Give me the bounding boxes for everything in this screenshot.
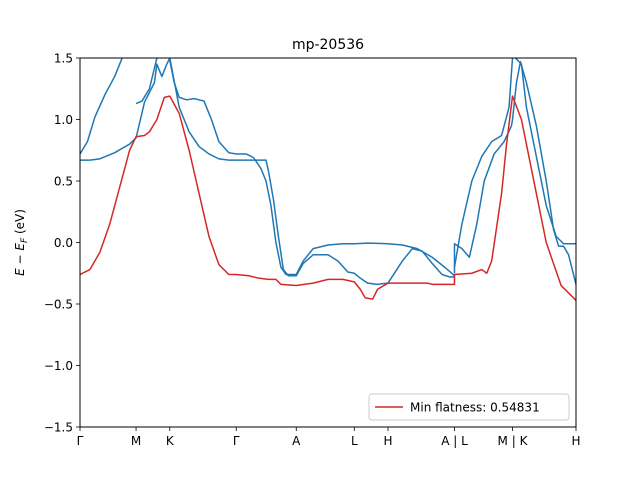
x-tick-label: K <box>166 434 175 448</box>
y-axis-label: E − EF (eV) <box>13 209 30 276</box>
y-tick-label: 1.0 <box>54 113 73 127</box>
y-tick-label: 0.5 <box>54 175 73 189</box>
x-tick-label: M <box>131 434 141 448</box>
band-line-2 <box>80 58 171 161</box>
legend-label: Min flatness: 0.54831 <box>410 401 540 415</box>
band-line-3 <box>135 58 158 105</box>
y-axis: −1.5 −1.0 −0.5 0.0 0.5 1.0 1.5 <box>44 52 80 435</box>
band-line-7 <box>453 58 514 268</box>
x-axis: Γ M K Γ A L H A | L M | K H <box>77 427 581 448</box>
y-tick-label: 0.0 <box>54 236 73 250</box>
x-tick-label: A | L <box>441 434 468 448</box>
x-tick-label: L <box>351 434 358 448</box>
y-tick-label: 1.5 <box>54 52 73 66</box>
y-tick-label: −1.0 <box>44 359 73 373</box>
x-tick-label: H <box>384 434 393 448</box>
x-tick-label: A <box>292 434 301 448</box>
x-tick-label: M | K <box>498 434 529 448</box>
band-line-6 <box>453 60 576 285</box>
band-line-5 <box>169 60 455 277</box>
y-tick-label: −1.5 <box>44 421 73 435</box>
band-line-4 <box>169 58 455 286</box>
legend-box <box>368 393 570 421</box>
x-tick-label: Γ <box>77 434 84 448</box>
x-tick-label: H <box>571 434 580 448</box>
band-line-8 <box>514 58 576 245</box>
legend: Min flatness: 0.54831 <box>368 393 570 421</box>
band-line-1 <box>80 58 123 155</box>
y-tick-label: −0.5 <box>44 298 73 312</box>
plot-frame <box>79 57 577 428</box>
series-layer <box>80 58 576 301</box>
chart-title: mp-20536 <box>292 37 364 53</box>
band-line-0 <box>80 95 576 301</box>
x-tick-label: Γ <box>233 434 240 448</box>
